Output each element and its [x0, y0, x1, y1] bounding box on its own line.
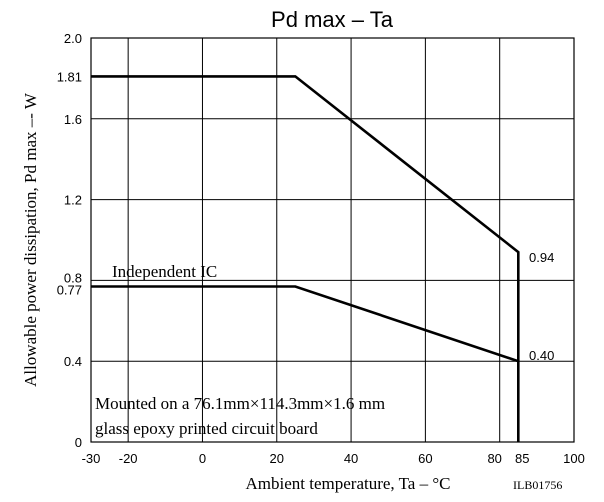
plot-frame: [90, 37, 575, 443]
y-tick-label: 0.4: [64, 354, 82, 369]
series-label-independent-ic: Independent IC: [112, 262, 217, 281]
annotation-line-2: glass epoxy printed circuit board: [95, 419, 318, 438]
x-tick-label: 85: [515, 451, 529, 466]
x-tick-label: -30: [82, 451, 101, 466]
grid-lines: [91, 38, 574, 442]
x-tick-label: 40: [344, 451, 358, 466]
end-label-upper: 0.94: [529, 250, 554, 265]
series-upper-curve: [91, 75, 520, 442]
series-layer: [91, 75, 520, 442]
y-tick-label: 0.8: [64, 270, 82, 285]
y-tick-label: 0.77: [57, 282, 82, 297]
chart-title: Pd max – Ta: [271, 7, 394, 32]
y-tick-labels: 0 0.4 0.770.8 1.2 1.6 1.81 2.0: [57, 31, 82, 450]
x-tick-labels: -30 -20 0 20 40 60 80 85 100: [82, 451, 585, 466]
series-independent-ic-curve: [91, 285, 519, 363]
y-tick-label: 1.6: [64, 112, 82, 127]
x-tick-label: 80: [487, 451, 501, 466]
drawing-code: ILB01756: [513, 478, 562, 492]
x-tick-label: -20: [119, 451, 138, 466]
x-tick-label: 100: [563, 451, 585, 466]
x-tick-label: 20: [270, 451, 284, 466]
end-label-lower: 0.40: [529, 348, 554, 363]
annotation-line-1: Mounted on a 76.1mm×114.3mm×1.6 mm: [95, 394, 385, 413]
y-tick-label: 1.81: [57, 69, 82, 84]
x-axis-label: Ambient temperature, Ta – °C: [246, 474, 451, 493]
y-tick-label: 1.2: [64, 193, 82, 208]
y-tick-label: 0: [75, 435, 82, 450]
y-axis-label: Allowable power dissipation, Pd max –- W: [21, 92, 40, 387]
x-tick-label: 60: [418, 451, 432, 466]
y-tick-label: 2.0: [64, 31, 82, 46]
x-tick-label: 0: [199, 451, 206, 466]
